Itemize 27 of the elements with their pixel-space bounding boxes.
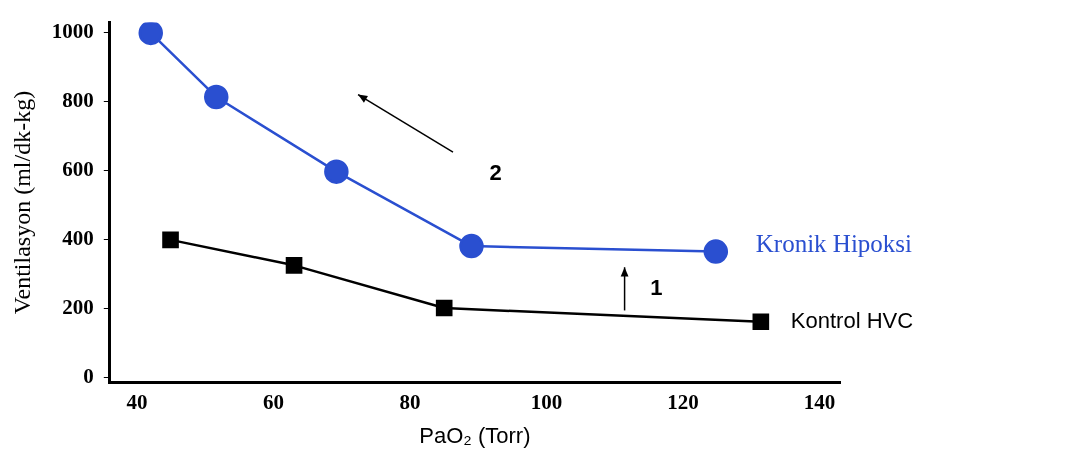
x-tick-label: 40 — [126, 390, 148, 415]
y-tick-label: 800 — [62, 88, 94, 113]
point — [285, 257, 303, 274]
x-tick-label: 80 — [399, 390, 421, 415]
y-tick-label: 400 — [62, 225, 94, 250]
y-axis-title: Ventilasyon (ml/dk-kg) — [8, 90, 35, 315]
x-tick-label: 120 — [667, 390, 699, 415]
y-tick-label: 200 — [62, 294, 94, 319]
point — [752, 313, 770, 331]
y-tick-label: 0 — [83, 363, 94, 388]
series-label: Kontrol HVC — [790, 307, 914, 333]
point — [162, 231, 179, 249]
x-tick-label: 60 — [263, 390, 285, 415]
point — [435, 299, 453, 317]
x-tick-label: 100 — [530, 390, 563, 415]
point — [703, 239, 729, 264]
point — [459, 233, 484, 259]
point — [204, 84, 229, 110]
x-tick-label: 140 — [803, 390, 836, 415]
point — [138, 22, 163, 46]
annotation: 2 — [489, 159, 502, 185]
y-tick-label: 600 — [62, 157, 94, 182]
x-axis-title: PaO₂ (Torr) — [419, 422, 531, 448]
point — [324, 159, 349, 184]
y-tick-label: 1000 — [51, 19, 94, 44]
series-label: Kronik Hipoksi — [755, 230, 913, 258]
annotation: 1 — [650, 274, 663, 300]
